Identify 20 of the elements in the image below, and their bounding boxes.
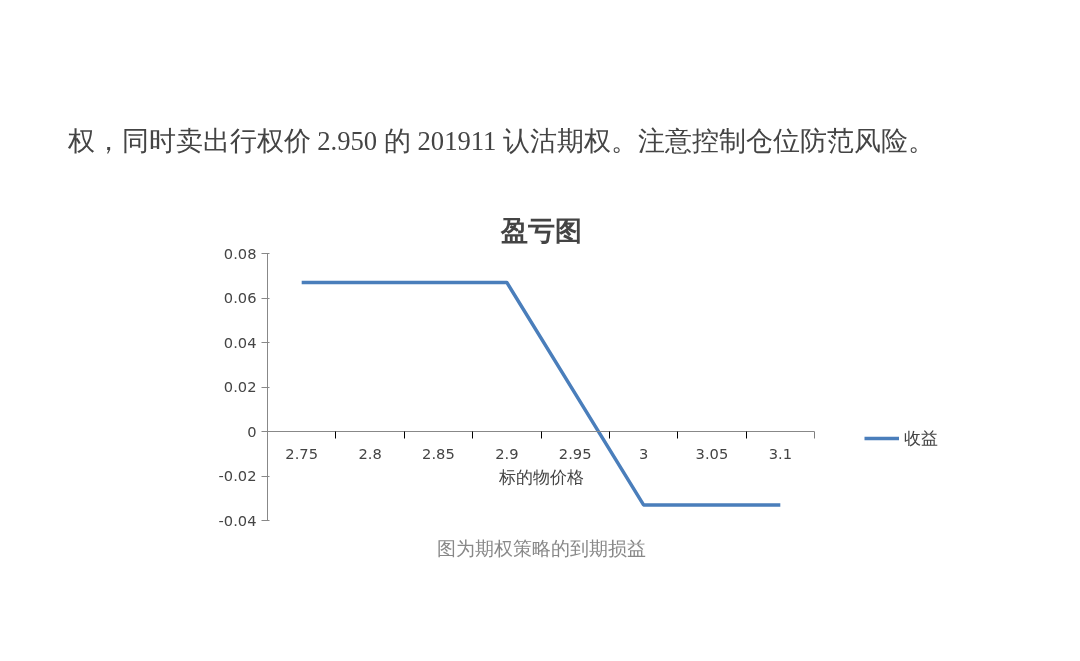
y-tick-label: 0 — [247, 422, 257, 440]
x-tick-label: 2.9 — [495, 444, 519, 462]
y-tick-label: -0.04 — [218, 511, 257, 529]
y-tick-label: 0.02 — [223, 378, 257, 395]
x-tick-label: 3 — [638, 444, 649, 462]
x-tick-label: 2.85 — [422, 444, 455, 462]
x-tick-label: 3.05 — [695, 444, 729, 462]
x-tick-label: 2.75 — [285, 444, 319, 462]
y-tick-label: 0.08 — [223, 244, 257, 262]
chart-title: 盈亏图 — [499, 215, 582, 246]
text: 图为期权策略的到期损益 — [436, 537, 646, 559]
legend-label: 收益 — [904, 427, 938, 450]
y-tick-label: 0.04 — [223, 333, 257, 351]
x-axis-title: 标的物价格 — [497, 466, 584, 487]
text: 权，同时卖出行权价 2.950 的 201911 认沽期权。注意控制仓位防范风险。 — [66, 125, 936, 156]
x-tick-label: 2.95 — [558, 444, 592, 462]
x-tick-label: 3.1 — [768, 444, 792, 462]
y-tick-label: 0.06 — [223, 289, 257, 306]
y-tick-label: -0.02 — [218, 467, 257, 484]
x-tick-label: 2.8 — [358, 444, 382, 462]
